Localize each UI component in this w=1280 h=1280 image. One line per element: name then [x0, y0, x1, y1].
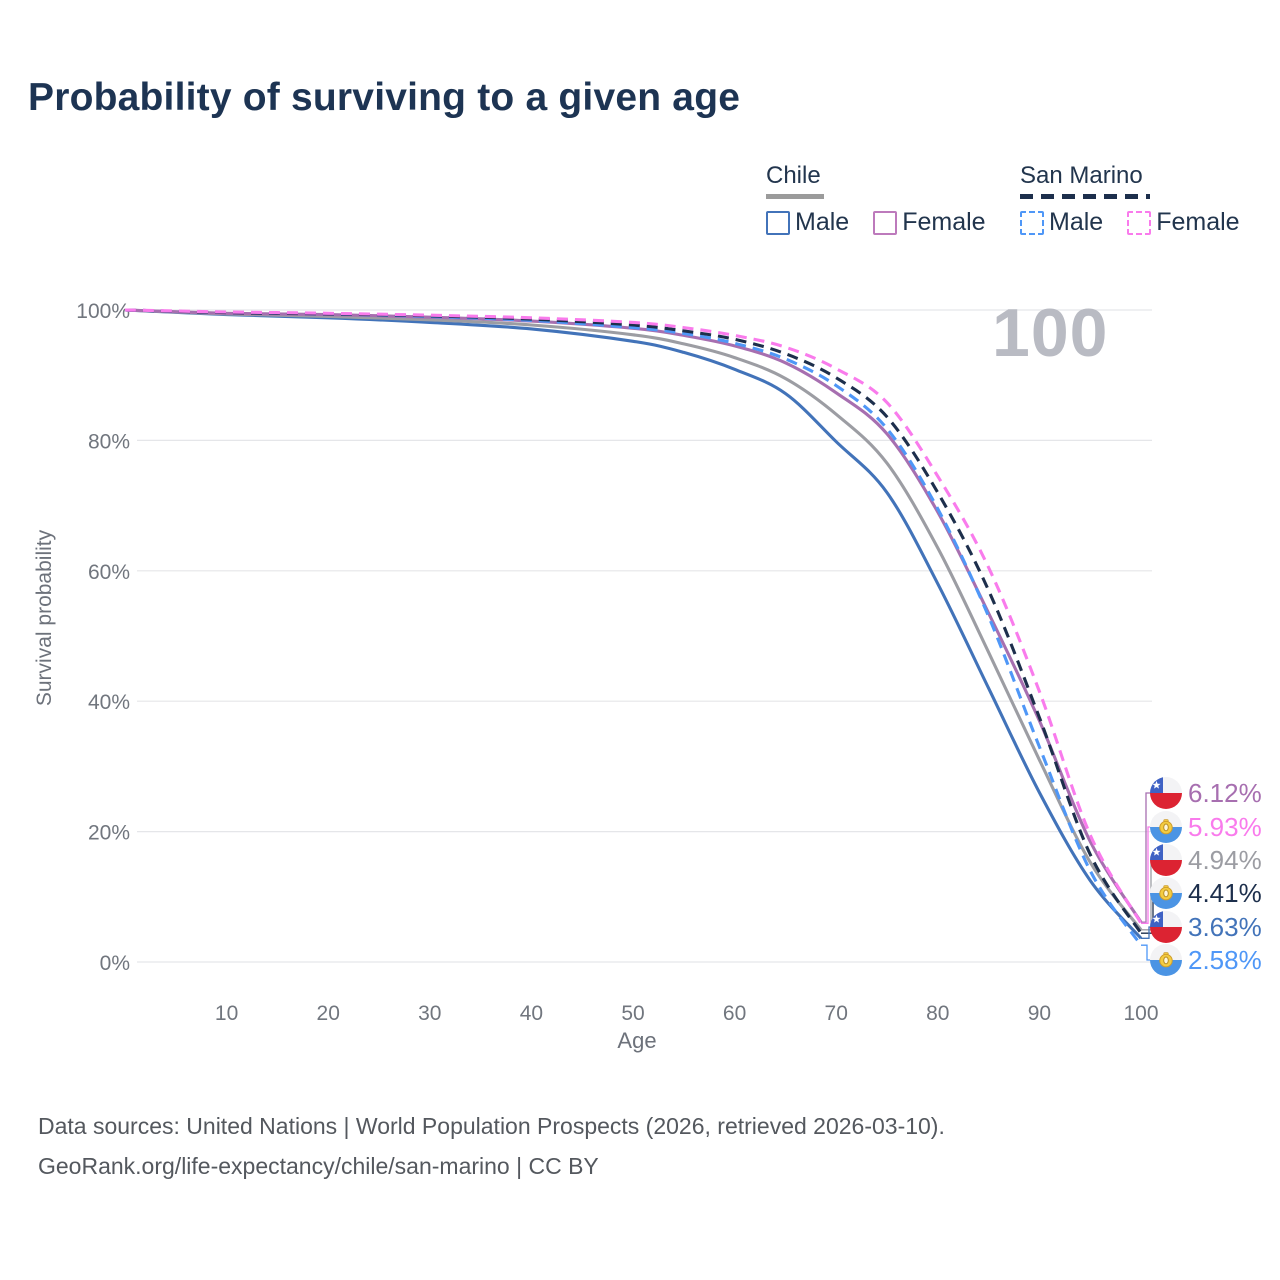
footer-line-1: Data sources: United Nations | World Pop…: [38, 1113, 945, 1139]
end-label-san-marino-male: 2.58%: [1150, 943, 1262, 977]
san-marino-flag-icon: [1150, 944, 1182, 976]
x-tick-50: 50: [621, 1002, 644, 1025]
series-line-chile-female: [124, 308, 1143, 923]
x-tick-30: 30: [418, 1002, 441, 1025]
legend-checkbox-san-marino-male[interactable]: [1020, 210, 1044, 235]
end-label-chile-both-sexes: 4.94%: [1150, 843, 1262, 877]
x-tick-40: 40: [520, 1002, 543, 1025]
y-tick-60: 60%: [88, 561, 130, 584]
leader-line-san-marino-male: [1141, 944, 1152, 961]
end-value-san-marino-female: 5.93%: [1188, 811, 1262, 842]
footer-line-2: GeoRank.org/life-expectancy/chile/san-ma…: [38, 1153, 599, 1179]
x-tick-10: 10: [215, 1002, 238, 1025]
end-label-chile-male: 3.63%: [1150, 910, 1262, 944]
y-tick-40: 40%: [88, 691, 130, 714]
y-axis-title: Survival probability: [33, 529, 56, 707]
y-tick-20: 20%: [88, 822, 130, 845]
end-label-chile-female: 6.12%: [1150, 776, 1262, 810]
x-tick-70: 70: [825, 1002, 848, 1025]
end-label-san-marino-both-sexes: 4.41%: [1150, 876, 1262, 910]
x-axis-title: Age: [617, 1028, 657, 1053]
series-line-san-marino-female: [124, 308, 1143, 925]
legend-row-san-marino: Male Female: [1020, 208, 1264, 237]
san-marino-flag-icon: [1150, 811, 1182, 843]
chile-flag-icon: [1150, 844, 1182, 876]
chile-solid-line-sample: [766, 194, 824, 199]
end-value-san-marino-both-sexes: 4.41%: [1188, 877, 1262, 908]
san-marino-dashed-line-sample: [1020, 194, 1150, 199]
legend-checkbox-san-marino-female[interactable]: [1127, 210, 1152, 235]
y-tick-100: 100%: [76, 300, 130, 323]
chile-flag-icon: [1150, 911, 1182, 943]
legend-checkbox-chile-female[interactable]: [873, 210, 898, 235]
x-tick-80: 80: [926, 1002, 949, 1025]
legend-country-san-marino: San Marino: [1020, 162, 1143, 189]
data-source-footer: Data sources: United Nations | World Pop…: [38, 1106, 945, 1186]
series-line-san-marino-male: [124, 308, 1143, 947]
legend-group-chile: Chile Male Female: [766, 162, 1010, 237]
series-line-san-marino-both-sexes: [124, 308, 1143, 935]
age-watermark: 100: [992, 295, 1109, 371]
chile-flag-icon: [1150, 777, 1182, 809]
series-line-chile-both-sexes: [124, 308, 1143, 931]
gridlines: 0% 20% 40% 60% 80% 100%: [76, 300, 1152, 975]
page-title: Probability of surviving to a given age: [28, 76, 741, 119]
x-tick-60: 60: [723, 1002, 746, 1025]
legend-country-chile: Chile: [766, 162, 821, 189]
legend-label-chile-male[interactable]: Male: [795, 208, 850, 236]
x-tick-20: 20: [317, 1002, 340, 1025]
legend-checkbox-chile-male[interactable]: [766, 210, 790, 235]
end-value-chile-female: 6.12%: [1188, 777, 1262, 808]
san-marino-flag-icon: [1150, 877, 1182, 909]
x-tick-100: 100: [1123, 1002, 1158, 1025]
end-label-san-marino-female: 5.93%: [1150, 810, 1262, 844]
legend-row-chile: Male Female: [766, 208, 1010, 237]
legend-label-san-marino-male[interactable]: Male: [1049, 208, 1104, 236]
end-value-chile-male: 3.63%: [1188, 911, 1262, 942]
end-value-chile-both-sexes: 4.94%: [1188, 844, 1262, 875]
end-value-san-marino-male: 2.58%: [1188, 944, 1262, 975]
y-tick-80: 80%: [88, 430, 130, 453]
leader-line-chile-female: [1141, 792, 1152, 923]
legend-group-san-marino: San Marino Male Female: [1020, 162, 1264, 237]
series-line-chile-male: [124, 308, 1143, 940]
legend-label-san-marino-female[interactable]: Female: [1156, 208, 1240, 236]
x-tick-90: 90: [1028, 1002, 1051, 1025]
legend-label-chile-female[interactable]: Female: [902, 208, 986, 236]
y-tick-0: 0%: [100, 952, 130, 975]
